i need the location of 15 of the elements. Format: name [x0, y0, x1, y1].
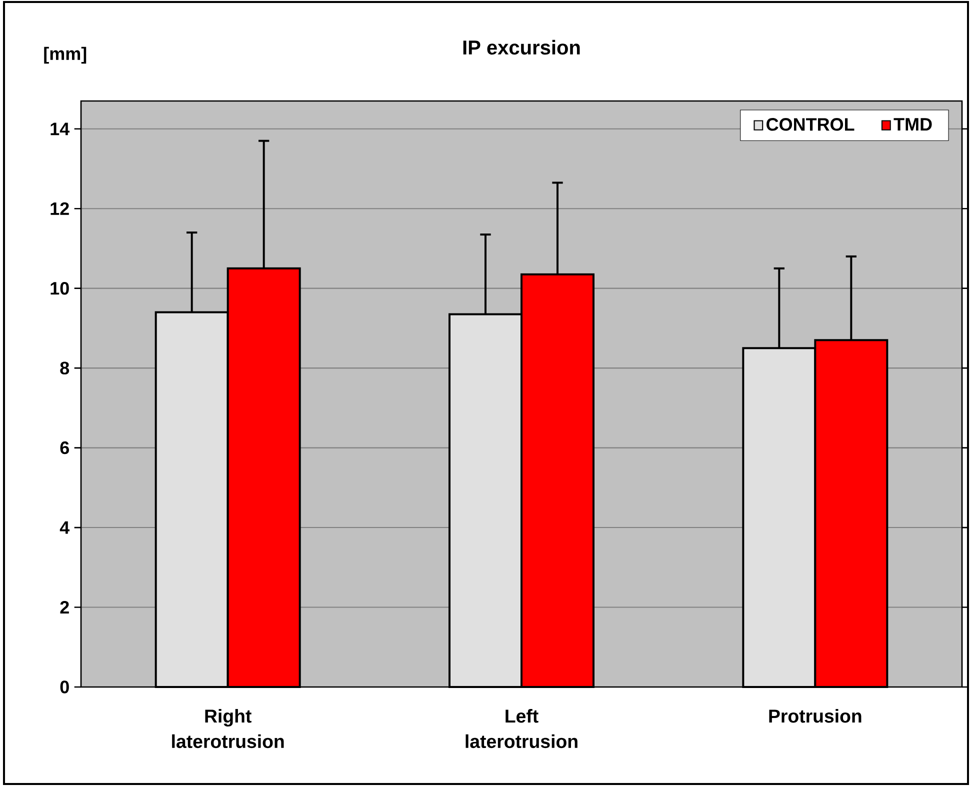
- x-tick-label: Protrusion: [769, 709, 862, 723]
- chart-title: IP excursion: [463, 40, 580, 55]
- y-axis-title: [mm]: [44, 46, 86, 64]
- y-tick-label: 8: [60, 362, 70, 374]
- y-tick-label: 12: [50, 202, 69, 215]
- x-tick-label: Left laterotrusion: [466, 709, 578, 748]
- y-tick-label: 14: [50, 122, 70, 136]
- x-tick-label: Right laterotrusion: [172, 709, 284, 748]
- legend-label: CONTROL: [766, 118, 854, 131]
- y-tick-label: 2: [60, 600, 69, 614]
- y-tick-label: 6: [60, 441, 69, 454]
- y-tick-label: 4: [60, 521, 70, 534]
- y-tick-label: 10: [50, 282, 69, 295]
- y-tick-label: 0: [60, 680, 69, 694]
- legend-label: TMD: [894, 118, 932, 131]
